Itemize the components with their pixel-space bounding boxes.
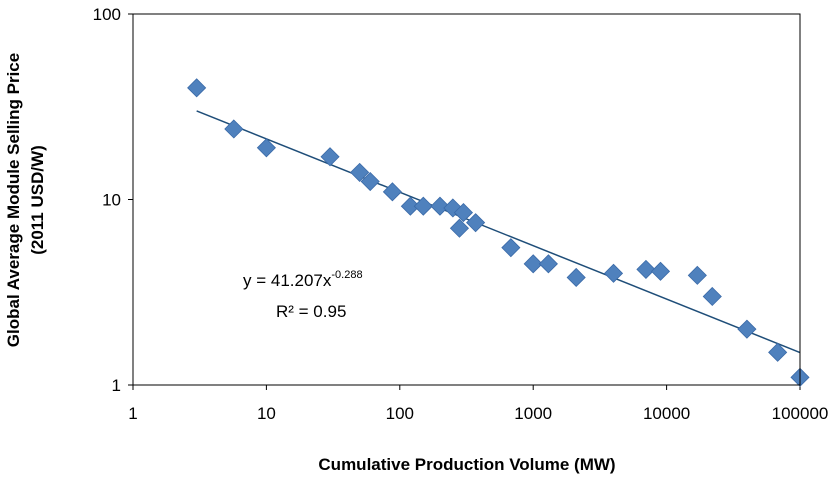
data-point (466, 213, 486, 233)
data-point (650, 261, 671, 281)
data-point (636, 259, 656, 279)
y-tick-label: 100 (93, 5, 121, 24)
data-point (523, 254, 543, 274)
data-point (430, 196, 450, 216)
data-point (382, 182, 402, 202)
data-point (603, 263, 624, 283)
data-point (538, 254, 558, 274)
data-point (702, 286, 722, 307)
plot-area-frame (132, 13, 801, 386)
data-point (400, 196, 420, 216)
data-point (224, 119, 244, 139)
data-point (449, 218, 470, 238)
x-tick-label: 1000 (514, 404, 552, 423)
data-point (453, 203, 474, 223)
data-point (256, 138, 276, 158)
y-tick-label: 10 (102, 191, 121, 210)
data-point (320, 147, 340, 167)
data-point (687, 265, 707, 285)
data-point (413, 196, 433, 216)
x-tick-label: 100000 (772, 404, 829, 423)
y-tick-label: 1 (112, 376, 121, 395)
data-point (360, 171, 380, 192)
x-tick-label: 100 (386, 404, 414, 423)
y-axis-ticks: 1 10 100 (93, 5, 133, 395)
r-squared-label: R² = 0.95 (276, 302, 346, 321)
x-tick-label: 10 (257, 404, 276, 423)
trendline-equation: y = 41.207x-0.288 (243, 269, 363, 290)
data-point (768, 342, 788, 362)
data-point (187, 78, 207, 98)
data-point (566, 267, 586, 288)
data-point (737, 319, 757, 339)
y-axis-title-line1: Global Average Module Selling Price (4, 53, 23, 347)
x-axis-ticks: 1 10 100 1000 10000 100000 (128, 385, 828, 423)
y-axis-title-line2: (2011 USD/W) (28, 145, 47, 255)
trendline (196, 110, 801, 354)
data-point (501, 238, 521, 258)
x-tick-label: 10000 (643, 404, 690, 423)
data-point (350, 162, 370, 182)
data-points (187, 78, 810, 387)
x-tick-label: 1 (128, 404, 137, 423)
x-axis-title: Cumulative Production Volume (MW) (318, 455, 615, 474)
